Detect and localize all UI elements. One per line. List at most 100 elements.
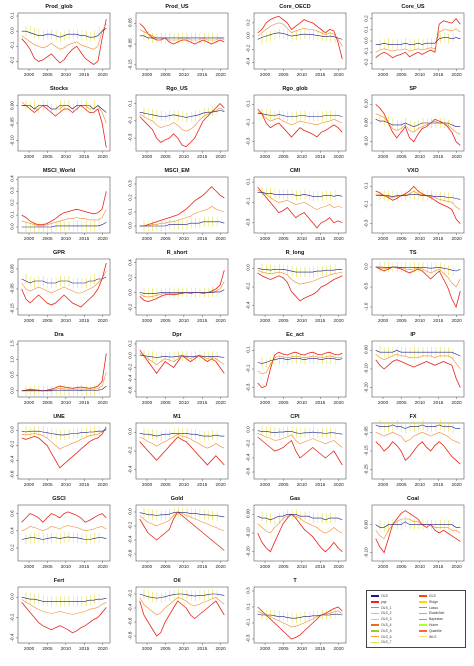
y-tick-label: -0.2 bbox=[127, 446, 133, 455]
x-tick-label: 2010 bbox=[296, 154, 307, 159]
panel-gold: Gold -0.6 -0.4 -0.2 0.0 2000 2005 2010 2015 2020 bbox=[118, 496, 236, 578]
y-tick-label: 0.00 bbox=[363, 519, 369, 529]
legend-label: OLS_3 bbox=[381, 617, 392, 622]
x-tick-label: 2005 bbox=[160, 400, 171, 405]
legend-entry: ElasticNet bbox=[419, 611, 444, 615]
panel-dpr: Dpr -0.6 -0.4 -0.2 0.0 0.2 2000 2005 2010 2015 202… bbox=[118, 332, 236, 414]
x-tick-label: 2000 bbox=[23, 72, 35, 77]
x-tick-label: 2005 bbox=[396, 482, 407, 487]
series-line-1 bbox=[139, 511, 225, 551]
series-line-3 bbox=[257, 113, 343, 117]
series-line-3 bbox=[375, 119, 461, 128]
series-line-2 bbox=[257, 189, 343, 210]
x-tick-label: 2000 bbox=[23, 482, 35, 487]
plot-frame bbox=[17, 12, 111, 70]
panel-prod-glob: Prod_glob -0.2 -0.1 0.0 0.1 2000 2005 2010 2015 2… bbox=[0, 4, 118, 86]
x-tick-label: 2000 bbox=[259, 318, 271, 323]
legend-label: OLS_4 bbox=[381, 623, 392, 627]
plot-frame bbox=[253, 504, 347, 562]
panel-title: SP bbox=[409, 86, 417, 92]
x-tick-label: 2010 bbox=[60, 236, 71, 241]
plot-frame bbox=[17, 504, 111, 562]
legend-swatch bbox=[371, 624, 379, 626]
x-tick-label: 2020 bbox=[97, 564, 108, 569]
panel-title: GSCI bbox=[52, 496, 66, 502]
x-tick-label: 2020 bbox=[333, 400, 344, 405]
panel-t: T -0.3 -0.1 0.1 0.3 2000 2005 2010 2015 2020 bbox=[236, 578, 354, 660]
series-line-2 bbox=[375, 113, 461, 135]
panel-plot bbox=[16, 504, 111, 563]
panel-title: Gold bbox=[170, 496, 184, 502]
legend-swatch bbox=[371, 630, 379, 632]
x-tick-label: 2000 bbox=[141, 646, 153, 651]
legend-label: pqs bbox=[381, 599, 387, 604]
panel-stocks: Stocks -0.10 -0.05 0.00 2000 2005 2010 2015 2020 bbox=[0, 86, 118, 168]
plot-frame bbox=[253, 258, 347, 316]
x-tick-label: 2010 bbox=[296, 236, 307, 241]
y-tick-label: 0.4 bbox=[127, 259, 133, 266]
panel-une: UNE -0.6 -0.4 -0.2 0.0 2000 2005 2010 2015 2020 bbox=[0, 414, 118, 496]
x-tick-label: 2015 bbox=[79, 154, 90, 159]
panel-ec-act: Ec_act -0.3 -0.1 0.1 2000 2005 2010 2015 2020 bbox=[236, 332, 354, 414]
panel-plot bbox=[134, 340, 229, 399]
panel-rgo-glob: Rgo_glob -0.3 -0.1 0.1 2000 2005 2010 2015 2020 bbox=[236, 86, 354, 168]
panel-fx: FX -0.25 -0.15 -0.05 2000 2005 2010 2015 2020 bbox=[354, 414, 472, 496]
panel-plot bbox=[252, 12, 347, 71]
x-tick-label: 2020 bbox=[451, 318, 462, 323]
x-tick-label: 2010 bbox=[60, 72, 71, 77]
series-line-1 bbox=[139, 270, 225, 303]
x-tick-label: 2015 bbox=[315, 236, 326, 241]
panel-plot bbox=[370, 504, 465, 563]
panel-plot bbox=[16, 586, 111, 645]
x-tick-label: 2015 bbox=[79, 400, 90, 405]
x-tick-label: 2020 bbox=[215, 482, 226, 487]
y-tick-label: -0.4 bbox=[245, 301, 251, 310]
panel-plot bbox=[370, 258, 465, 317]
panel-plot bbox=[370, 340, 465, 399]
panel-title: CMI bbox=[289, 168, 301, 174]
panel-title: M1 bbox=[173, 414, 181, 420]
legend: OLS pqs OLS_1 OLS_2 OLS_3 OLS_4 OLS_5 OLS_6 OLS_… bbox=[366, 590, 466, 648]
series-line-2 bbox=[257, 111, 343, 126]
plot-frame bbox=[17, 258, 111, 316]
x-tick-label: 2000 bbox=[377, 564, 389, 569]
x-tick-label: 2020 bbox=[97, 400, 108, 405]
legend-label: Huber bbox=[429, 623, 439, 627]
x-tick-label: 2005 bbox=[396, 154, 407, 159]
panel-plot bbox=[370, 94, 465, 153]
legend-entry: WLS bbox=[419, 635, 436, 639]
plot-frame bbox=[17, 176, 111, 234]
panel-ip: IP -0.20 -0.10 0.00 2000 2005 2010 2015 2020 bbox=[354, 332, 472, 414]
x-tick-label: 2015 bbox=[79, 72, 90, 77]
legend-swatch bbox=[419, 624, 427, 626]
y-tick-label: 0.4 bbox=[9, 175, 15, 183]
y-tick-label: 0.0 bbox=[127, 428, 133, 436]
x-tick-label: 2015 bbox=[433, 482, 444, 487]
x-tick-label: 2020 bbox=[333, 318, 344, 323]
series-line-1 bbox=[257, 186, 343, 229]
panel-plot bbox=[252, 176, 347, 235]
legend-label: Lasso bbox=[429, 605, 439, 610]
x-tick-label: 2015 bbox=[79, 318, 90, 323]
panel-cpi: CPI -0.6 -0.4 -0.2 0.0 2000 2005 2010 2015 2020 bbox=[236, 414, 354, 496]
y-tick-label: 0.0 bbox=[245, 426, 251, 433]
x-tick-label: 2000 bbox=[141, 72, 153, 77]
x-tick-label: 2000 bbox=[259, 72, 271, 77]
legend-swatch bbox=[371, 612, 379, 615]
x-tick-label: 2000 bbox=[141, 236, 153, 241]
panel-prod-us: Prod_US -0.15 -0.05 0.05 2000 2005 2010 2015 202… bbox=[118, 4, 236, 86]
panel-title: Fert bbox=[53, 578, 65, 584]
x-tick-label: 2010 bbox=[296, 564, 307, 569]
panel-gpr: GPR -0.15 -0.05 0.05 2000 2005 2010 2015 2020 bbox=[0, 250, 118, 332]
series-line-2 bbox=[257, 610, 343, 628]
x-tick-label: 2015 bbox=[433, 400, 444, 405]
series-line-3 bbox=[257, 268, 343, 273]
x-tick-label: 2015 bbox=[315, 400, 326, 405]
x-tick-label: 2015 bbox=[433, 318, 444, 323]
x-tick-label: 2000 bbox=[259, 154, 271, 159]
x-tick-label: 2010 bbox=[178, 318, 189, 323]
x-tick-label: 2010 bbox=[178, 236, 189, 241]
series-line-2 bbox=[375, 28, 461, 53]
legend-entry: OLS_4 bbox=[371, 623, 392, 627]
series-line-3 bbox=[21, 536, 107, 540]
